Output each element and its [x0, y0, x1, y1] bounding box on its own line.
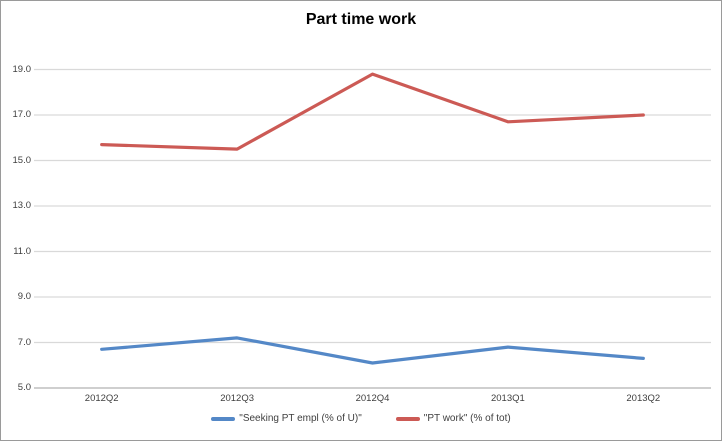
y-tick-label: 19.0	[12, 63, 32, 75]
series-line-seeking-pt-empl	[100, 336, 645, 365]
legend-label-pt-work: "PT work" (% of tot)	[423, 413, 511, 424]
x-tick-label: 2012Q4	[355, 393, 390, 404]
y-tick-label: 11.0	[13, 245, 31, 257]
y-tick-label: 13.0	[12, 200, 32, 211]
y-tick-label: 5.0	[17, 382, 31, 393]
x-tick-label: 2012Q3	[220, 393, 254, 404]
y-tick-label: 17.0	[12, 109, 32, 120]
chart-title: Part time work	[305, 11, 417, 28]
legend-item-pt-work: "PT work" (% of tot)	[395, 413, 511, 424]
legend-item-seeking-pt-empl: "Seeking PT empl (% of U)"	[211, 413, 362, 424]
y-tick-label: 15.0	[12, 154, 32, 166]
x-tick-label: 2013Q2	[626, 393, 661, 404]
x-tick-label: 2013Q1	[490, 393, 525, 404]
y-tick-label: 7.0	[17, 336, 31, 348]
x-tick-label: 2012Q2	[84, 393, 119, 404]
legend-line-marker-pt-work	[395, 416, 420, 421]
series-line-pt-work	[100, 72, 645, 151]
legend: "Seeking PT empl (% of U)" "PT work" (% …	[1, 413, 721, 424]
legend-line-marker-seeking-pt-empl	[211, 416, 236, 421]
y-tick-label: 9.0	[17, 291, 31, 302]
legend-label-seeking-pt-empl: "Seeking PT empl (% of U)"	[239, 413, 362, 424]
